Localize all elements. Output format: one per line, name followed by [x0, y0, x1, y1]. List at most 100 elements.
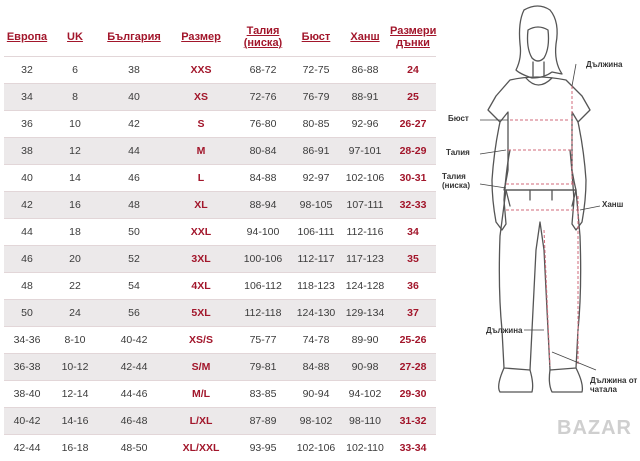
cell-waist-low: 106-112: [244, 280, 282, 292]
cell-uk: 20: [69, 253, 81, 265]
cell-hips: 98-110: [349, 415, 381, 427]
label-length-bottom: Дължина: [486, 326, 523, 335]
table-row: 44 18 50 XXL 94-100 106-111 112-116 34: [4, 218, 436, 245]
cell-size: XXL: [190, 226, 212, 238]
cell-europe: 34-36: [13, 334, 41, 346]
cell-waist-low: 76-80: [249, 118, 277, 130]
cell-bust: 92-97: [302, 172, 330, 184]
header-hips: Ханш: [350, 31, 380, 43]
cell-uk: 10: [69, 118, 81, 130]
cell-size: 5XL: [191, 307, 211, 319]
cell-europe: 32: [21, 64, 33, 76]
cell-bulgaria: 42-44: [120, 361, 148, 373]
table-row: 38 12 44 M 80-84 86-91 97-101 28-29: [4, 137, 436, 164]
cell-uk: 12-14: [61, 388, 89, 400]
cell-europe: 44: [21, 226, 33, 238]
table-row: 40 14 46 L 84-88 92-97 102-106 30-31: [4, 164, 436, 191]
table-row: 38-40 12-14 44-46 M/L 83-85 90-94 94-102 29-30: [4, 380, 436, 407]
cell-jeans-size: 25-26: [399, 334, 427, 346]
size-table: Европа UK България Размер Талия (ниска) …: [4, 18, 436, 461]
cell-bust: 74-78: [302, 334, 330, 346]
table-row: 42-44 16-18 48-50 XL/XXL 93-95 102-106 102-110…: [4, 434, 436, 461]
header-size: Размер: [181, 31, 221, 43]
cell-jeans-size: 35: [407, 253, 419, 265]
cell-uk: 22: [69, 280, 81, 292]
label-bust: Бюст: [448, 114, 469, 123]
cell-hips: 97-101: [348, 145, 382, 157]
cell-jeans-size: 32-33: [399, 199, 427, 211]
label-waist-low: Талия (ниска): [442, 172, 470, 190]
cell-bust: 80-85: [302, 118, 330, 130]
cell-hips: 89-90: [351, 334, 379, 346]
cell-bulgaria: 44: [128, 145, 140, 157]
cell-hips: 92-96: [351, 118, 379, 130]
cell-waist-low: 100-106: [243, 253, 283, 265]
cell-europe: 46: [21, 253, 33, 265]
cell-size: 3XL: [191, 253, 211, 265]
cell-waist-low: 83-85: [249, 388, 277, 400]
cell-bust: 106-111: [297, 226, 335, 238]
cell-bulgaria: 40-42: [120, 334, 148, 346]
cell-waist-low: 72-76: [249, 91, 277, 103]
cell-hips: 117-123: [346, 253, 384, 265]
cell-hips: 90-98: [351, 361, 379, 373]
cell-bulgaria: 56: [128, 307, 140, 319]
cell-bust: 98-105: [299, 199, 333, 211]
cell-jeans-size: 37: [407, 307, 419, 319]
header-bust: Бюст: [301, 31, 331, 43]
cell-uk: 8: [72, 91, 78, 103]
cell-europe: 36: [21, 118, 33, 130]
cell-bulgaria: 46-48: [120, 415, 148, 427]
cell-jeans-size: 29-30: [399, 388, 427, 400]
cell-europe: 40-42: [13, 415, 41, 427]
label-inseam: Дължина от чатала: [590, 376, 638, 394]
cell-bust: 124-130: [296, 307, 336, 319]
cell-size: M: [196, 145, 206, 157]
cell-size: XS/S: [189, 334, 213, 346]
cell-hips: 88-91: [351, 91, 379, 103]
cell-waist-low: 84-88: [249, 172, 277, 184]
cell-waist-low: 87-89: [249, 415, 277, 427]
cell-size: S/M: [191, 361, 211, 373]
cell-jeans-size: 28-29: [399, 145, 427, 157]
cell-bulgaria: 42: [128, 118, 140, 130]
cell-jeans-size: 31-32: [399, 415, 427, 427]
cell-bust: 90-94: [302, 388, 330, 400]
cell-size: S: [197, 118, 205, 130]
header-bulgaria: България: [107, 31, 161, 43]
cell-hips: 86-88: [351, 64, 379, 76]
table-row: 50 24 56 5XL 112-118 124-130 129-134 37: [4, 299, 436, 326]
table-row: 36-38 10-12 42-44 S/M 79-81 84-88 90-98 27-28: [4, 353, 436, 380]
size-chart-page: Европа UK България Размер Талия (ниска) …: [4, 0, 640, 454]
cell-bust: 76-79: [302, 91, 330, 103]
header-jeans-size: Размери дънки: [390, 25, 437, 49]
cell-uk: 12: [69, 145, 81, 157]
cell-europe: 40: [21, 172, 33, 184]
cell-size: L: [197, 172, 205, 184]
table-row: 34-36 8-10 40-42 XS/S 75-77 74-78 89-90 25-26: [4, 326, 436, 353]
label-length-top: Дължина: [586, 60, 623, 69]
cell-size: XXS: [190, 64, 212, 76]
table-row: 34 8 40 XS 72-76 76-79 88-91 25: [4, 83, 436, 110]
cell-size: XL: [194, 199, 208, 211]
label-waist: Талия: [446, 148, 470, 157]
body-measurement-figure: Дължина Бюст Талия Талия (ниска) Ханш Дъ…: [440, 0, 640, 444]
cell-size: XS: [193, 91, 208, 103]
cell-jeans-size: 24: [407, 64, 419, 76]
header-uk: UK: [67, 31, 83, 43]
cell-size: L/XL: [189, 415, 213, 427]
label-hips: Ханш: [602, 200, 624, 209]
cell-waist-low: 112-118: [244, 307, 282, 319]
cell-europe: 36-38: [13, 361, 41, 373]
cell-size: 4XL: [191, 280, 211, 292]
cell-bulgaria: 48: [128, 199, 140, 211]
table-row: 46 20 52 3XL 100-106 112-117 117-123 35: [4, 245, 436, 272]
cell-waist-low: 80-84: [249, 145, 277, 157]
cell-uk: 24: [69, 307, 81, 319]
cell-jeans-size: 34: [407, 226, 419, 238]
header-waist-low: Талия (ниска): [243, 25, 283, 49]
cell-europe: 38-40: [13, 388, 41, 400]
cell-waist-low: 94-100: [246, 226, 280, 238]
table-body: 32 6 38 XXS 68-72 72-75 86-88 24 34 8 40 XS 72-76 76-…: [4, 56, 436, 461]
cell-europe: 38: [21, 145, 33, 157]
